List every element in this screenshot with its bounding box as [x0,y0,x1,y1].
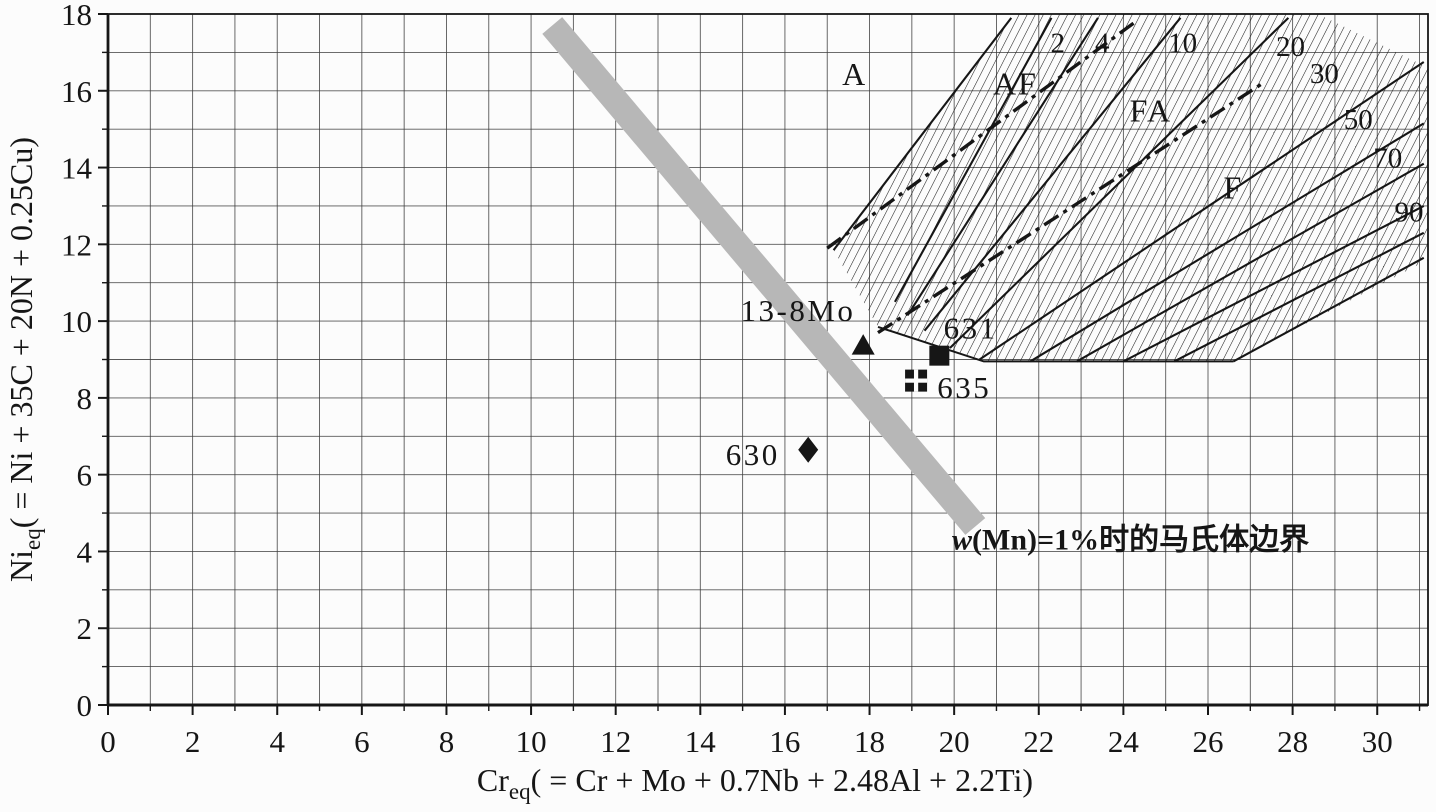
ferrite-number-line [1122,205,1425,363]
x-tick-label: 28 [1277,724,1308,759]
x-tick-label: 20 [939,724,970,759]
y-tick-label: 6 [77,458,93,493]
x-tick-label: 12 [600,724,631,759]
x-tick-label: 0 [100,724,116,759]
triangle-marker [851,334,875,355]
y-tick-label: 14 [61,151,93,186]
ferrite-number-line [949,17,1290,349]
ferrite-number-line [894,17,1053,303]
x-tick-label: 14 [685,724,717,759]
x-tick-label: 2 [185,724,201,759]
x-tick-label: 4 [269,724,285,759]
region-label-a: A [842,56,867,92]
ferrite-number-label: 90 [1394,196,1423,228]
ferrite-number-label: 2 [1051,27,1066,59]
square-marker [929,345,950,366]
austenite-boundary-line [832,17,1013,251]
point-label: 630 [726,437,780,472]
ferrite-number-line [906,17,1099,316]
axis-ticks: 0 2 4 6 8 10 12 14 16 18 20 22 24 26 28 300246810121416… [61,0,1421,759]
y-tick-label: 12 [61,227,92,262]
ferrite-number-line [923,17,1182,332]
data-points: 13-8Mo 631 635 630 [726,293,998,472]
x-tick-label: 22 [1023,724,1054,759]
phase-boundary-dashdot [826,18,1140,250]
region-label-fa: FA [1130,92,1173,128]
ferrite-hatch-region [833,14,1428,362]
x-axis-title: Creq( = Cr + Mo + 0.7Nb + 2.48Al + 2.2Ti… [477,762,1033,804]
x-tick-label: 26 [1193,724,1224,759]
y-axis-title: Nieq( = Ni + 35C + 20N + 0.25Cu) [3,137,45,582]
ferrite-number-line [978,61,1425,361]
y-tick-label: 2 [77,611,93,646]
region-label-af: AF [993,66,1038,102]
point-label: 13-8Mo [741,293,856,328]
point-label: 635 [937,370,991,405]
x-tick-label: 8 [439,724,455,759]
x-tick-label: 16 [769,724,800,759]
point-label: 631 [944,310,998,345]
y-tick-label: 16 [61,74,92,109]
ferrite-number-line [1232,256,1425,363]
ferrite-number-line [1076,162,1425,363]
y-tick-label: 8 [77,381,93,416]
y-tick-label: 0 [77,688,93,723]
phase-boundary-dashdot [877,81,1264,335]
y-tick-label: 10 [61,304,92,339]
ferrite-number-label: 20 [1276,31,1305,63]
ferrite-number-line [1173,231,1425,363]
ferrite-number-label: 4 [1095,27,1110,59]
ferrite-number-label: 50 [1344,104,1373,136]
ferrite-number-label: 10 [1168,27,1197,59]
hatch-region-bottom-edge [877,325,1234,363]
y-tick-label: 4 [77,534,93,569]
ferrite-number-label: 70 [1373,143,1402,175]
y-tick-label: 18 [61,0,92,32]
square-cross-marker [905,378,928,383]
x-tick-label: 6 [354,724,370,759]
diamond-marker [798,436,819,463]
martensite-annotation: w(Mn)=1%时的马氏体边界 [952,524,1309,557]
region-label-f: F [1223,169,1243,205]
x-tick-label: 30 [1362,724,1393,759]
ferrite-number-label: 30 [1310,58,1339,90]
x-tick-label: 10 [516,724,547,759]
x-tick-label: 24 [1108,724,1140,759]
x-tick-label: 18 [854,724,885,759]
martensite-boundary-band [542,17,986,535]
ferrite-number-line [1029,122,1425,363]
